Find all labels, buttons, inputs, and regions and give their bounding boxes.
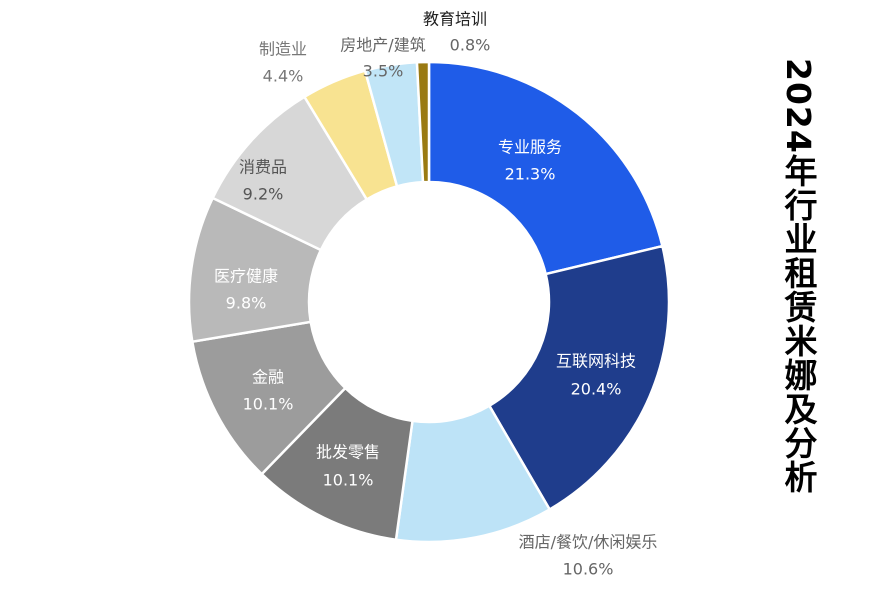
- slice-label: 专业服务: [498, 138, 562, 157]
- slice-label: 批发零售: [316, 443, 380, 462]
- slice-value-label: 10.1%: [243, 395, 294, 414]
- slice-value-label: 21.3%: [505, 165, 556, 184]
- slice-value-label: 10.6%: [563, 560, 614, 579]
- slice-label: 消费品: [239, 158, 287, 177]
- slice-label: 房地产/建筑: [340, 36, 425, 55]
- slice-label: 教育培训: [423, 10, 487, 29]
- slice-value-label: 20.4%: [571, 380, 622, 399]
- slice-value-label: 3.5%: [363, 62, 404, 81]
- slice-value-label: 4.4%: [263, 67, 304, 86]
- slice-0: [427, 60, 664, 276]
- slice-value-label: 9.8%: [226, 294, 267, 313]
- slice-label: 医疗健康: [214, 267, 278, 286]
- slice-1: [487, 244, 671, 512]
- chart-title: 2024年行业租赁米娜及分析: [779, 58, 818, 494]
- slice-label: 互联网科技: [556, 352, 636, 371]
- slice-value-label: 9.2%: [243, 185, 284, 204]
- slice-9: [415, 60, 431, 184]
- slice-label: 酒店/餐饮/休闲娱乐: [519, 533, 658, 552]
- slice-label: 金融: [252, 368, 284, 387]
- slice-label: 制造业: [259, 40, 307, 59]
- slice-value-label: 0.8%: [450, 36, 491, 55]
- slice-value-label: 10.1%: [323, 471, 374, 490]
